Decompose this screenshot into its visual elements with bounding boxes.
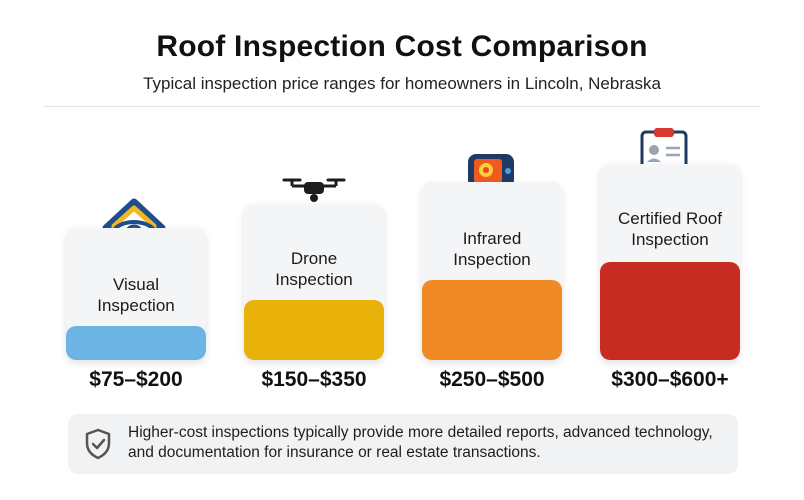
- card-label-line1: Drone: [290, 249, 338, 268]
- card-label-line2: Inspection: [97, 296, 175, 315]
- price-certified-roof-inspection: $300–$600+: [611, 368, 729, 391]
- card-label-line1: Certified Roof: [618, 209, 722, 228]
- page-subtitle: Typical inspection price ranges for home…: [143, 74, 661, 93]
- card-label-line1: Visual: [113, 275, 159, 294]
- info-note: Higher-cost inspections typically provid…: [68, 414, 738, 474]
- price-infrared-inspection: $250–$500: [439, 368, 545, 391]
- card-label-line2: Inspection: [275, 270, 353, 289]
- price-level-bar: [422, 280, 562, 360]
- page-title: Roof Inspection Cost Comparison: [156, 30, 648, 63]
- card-label: Visual Inspection: [66, 274, 206, 316]
- card-label: Certified Roof Inspection: [600, 208, 740, 250]
- card-label: Infrared Inspection: [422, 228, 562, 270]
- card-label: Drone Inspection: [244, 248, 384, 290]
- price-level-bar: [66, 326, 206, 360]
- card-visual-inspection: Visual Inspection: [66, 228, 206, 360]
- price-drone-inspection: $150–$350: [261, 368, 367, 391]
- card-label-line2: Inspection: [631, 230, 709, 249]
- header-divider: [44, 106, 760, 107]
- price-level-bar: [244, 300, 384, 360]
- card-certified-roof-inspection: Certified Roof Inspection: [600, 164, 740, 360]
- info-note-text: Higher-cost inspections typically provid…: [128, 424, 713, 461]
- card-label-line1: Infrared: [462, 229, 522, 248]
- price-visual-inspection: $75–$200: [89, 368, 183, 391]
- card-label-line2: Inspection: [453, 250, 531, 269]
- shield-check-icon: [85, 428, 111, 460]
- price-level-bar: [600, 262, 740, 360]
- card-infrared-inspection: Infrared Inspection: [422, 182, 562, 360]
- card-drone-inspection: Drone Inspection: [244, 204, 384, 360]
